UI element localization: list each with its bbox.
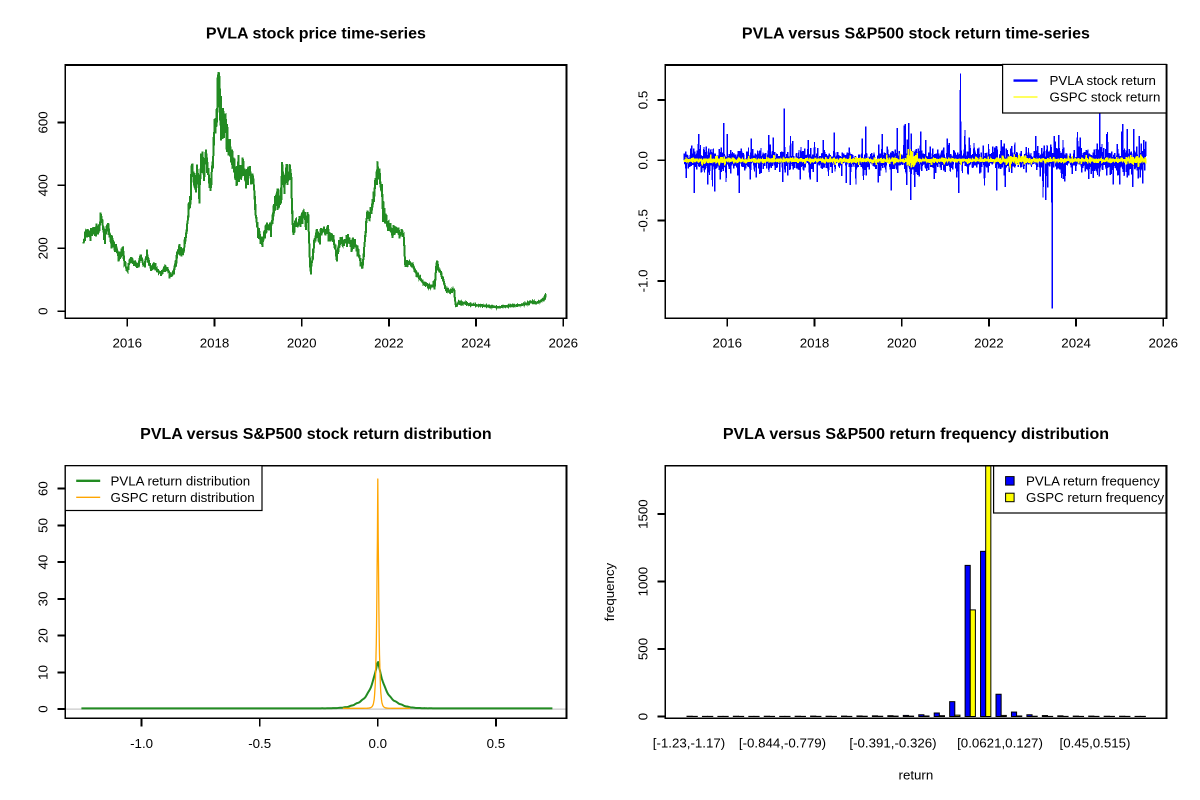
svg-text:40: 40: [36, 555, 51, 570]
svg-text:500: 500: [636, 638, 651, 660]
svg-text:2024: 2024: [1061, 335, 1091, 350]
svg-text:2016: 2016: [713, 335, 743, 350]
svg-text:2018: 2018: [200, 335, 230, 350]
svg-text:0: 0: [636, 713, 651, 720]
svg-text:PVLA return distribution: PVLA return distribution: [111, 473, 251, 488]
svg-text:2020: 2020: [887, 335, 917, 350]
svg-text:PVLA stock return: PVLA stock return: [1050, 73, 1156, 88]
svg-text:1000: 1000: [636, 567, 651, 597]
svg-text:0.0: 0.0: [369, 736, 388, 751]
svg-text:GSPC stock return: GSPC stock return: [1050, 90, 1161, 105]
svg-text:-0.5: -0.5: [248, 736, 271, 751]
svg-text:GSPC return distribution: GSPC return distribution: [111, 490, 255, 505]
svg-text:GSPC return frequency: GSPC return frequency: [1026, 490, 1165, 505]
svg-text:PVLA stock price time-series: PVLA stock price time-series: [206, 26, 426, 43]
svg-text:0: 0: [36, 705, 51, 712]
svg-text:[0.0621,0.127): [0.0621,0.127): [957, 736, 1043, 751]
svg-text:frequency: frequency: [602, 562, 617, 621]
svg-text:-1.0: -1.0: [636, 269, 651, 292]
svg-text:1500: 1500: [636, 499, 651, 529]
svg-text:PVLA versus S&P500 stock retur: PVLA versus S&P500 stock return distribu…: [140, 426, 492, 443]
svg-text:PVLA versus S&P500 stock retur: PVLA versus S&P500 stock return time-ser…: [742, 26, 1090, 43]
svg-text:2020: 2020: [287, 335, 317, 350]
svg-text:10: 10: [36, 665, 51, 680]
svg-text:20: 20: [36, 628, 51, 643]
svg-text:return: return: [899, 768, 934, 783]
svg-text:2018: 2018: [800, 335, 830, 350]
svg-text:[-0.844,-0.779): [-0.844,-0.779): [739, 736, 826, 751]
svg-text:2022: 2022: [374, 335, 404, 350]
svg-text:[-1.23,-1.17): [-1.23,-1.17): [653, 736, 725, 751]
svg-text:0.5: 0.5: [636, 91, 651, 110]
svg-text:60: 60: [36, 481, 51, 496]
svg-text:[-0.391,-0.326): [-0.391,-0.326): [849, 736, 936, 751]
svg-text:-0.5: -0.5: [636, 209, 651, 232]
svg-text:0.5: 0.5: [487, 736, 506, 751]
svg-text:[0.45,0.515): [0.45,0.515): [1060, 736, 1131, 751]
svg-text:-1.0: -1.0: [130, 736, 153, 751]
svg-text:600: 600: [36, 111, 51, 133]
svg-text:PVLA versus S&P500 return freq: PVLA versus S&P500 return frequency dist…: [723, 426, 1109, 443]
svg-text:2024: 2024: [461, 335, 491, 350]
svg-text:0: 0: [36, 307, 51, 314]
svg-text:2016: 2016: [113, 335, 143, 350]
svg-text:50: 50: [36, 518, 51, 533]
svg-text:2026: 2026: [1149, 335, 1179, 350]
svg-text:200: 200: [36, 237, 51, 259]
svg-text:PVLA return frequency: PVLA return frequency: [1026, 473, 1160, 488]
svg-text:0.0: 0.0: [636, 151, 651, 170]
svg-text:2026: 2026: [549, 335, 579, 350]
svg-text:30: 30: [36, 592, 51, 607]
svg-text:400: 400: [36, 174, 51, 196]
svg-text:2022: 2022: [974, 335, 1004, 350]
